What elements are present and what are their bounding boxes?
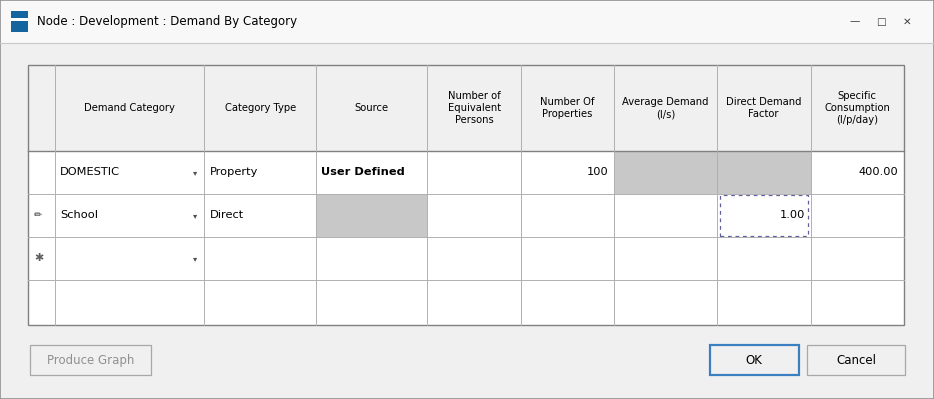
Bar — [28, 65, 904, 151]
Bar — [11, 18, 28, 20]
Text: ✏: ✏ — [34, 210, 41, 220]
Text: Direct Demand
Factor: Direct Demand Factor — [726, 97, 801, 119]
Text: DOMESTIC: DOMESTIC — [61, 167, 120, 177]
Text: Number of
Equivalent
Persons: Number of Equivalent Persons — [447, 91, 501, 125]
Text: —: — — [849, 16, 860, 27]
Text: Property: Property — [210, 167, 259, 177]
Bar — [28, 65, 904, 325]
Bar — [30, 345, 151, 375]
Text: ▾: ▾ — [193, 211, 197, 220]
Bar — [0, 0, 934, 43]
Bar — [11, 11, 28, 32]
Text: 1.00: 1.00 — [780, 210, 805, 220]
Text: □: □ — [876, 16, 885, 27]
Text: Category Type: Category Type — [224, 103, 296, 113]
Text: User Defined: User Defined — [321, 167, 405, 177]
Text: Node : Development : Demand By Category: Node : Development : Demand By Category — [37, 15, 298, 28]
Text: Source: Source — [355, 103, 389, 113]
Text: Cancel: Cancel — [836, 354, 876, 367]
Text: ✱: ✱ — [34, 253, 43, 263]
Text: 400.00: 400.00 — [858, 167, 899, 177]
Text: Demand Category: Demand Category — [84, 103, 175, 113]
Text: Produce Graph: Produce Graph — [47, 354, 134, 367]
Text: ▾: ▾ — [193, 168, 197, 177]
Bar — [807, 345, 905, 375]
Bar — [316, 194, 427, 237]
Bar — [720, 195, 808, 235]
Text: Direct: Direct — [210, 210, 245, 220]
Bar — [28, 65, 904, 325]
Bar — [717, 151, 811, 194]
Text: Number Of
Properties: Number Of Properties — [541, 97, 595, 119]
Text: Average Demand
(l/s): Average Demand (l/s) — [622, 97, 709, 119]
Text: OK: OK — [745, 354, 763, 367]
Text: School: School — [61, 210, 98, 220]
Text: ✕: ✕ — [902, 16, 912, 27]
Bar — [710, 345, 799, 375]
Bar — [615, 151, 717, 194]
Text: ▾: ▾ — [193, 254, 197, 263]
Text: Specific
Consumption
(l/p/day): Specific Consumption (l/p/day) — [825, 91, 890, 125]
Text: 100: 100 — [587, 167, 609, 177]
